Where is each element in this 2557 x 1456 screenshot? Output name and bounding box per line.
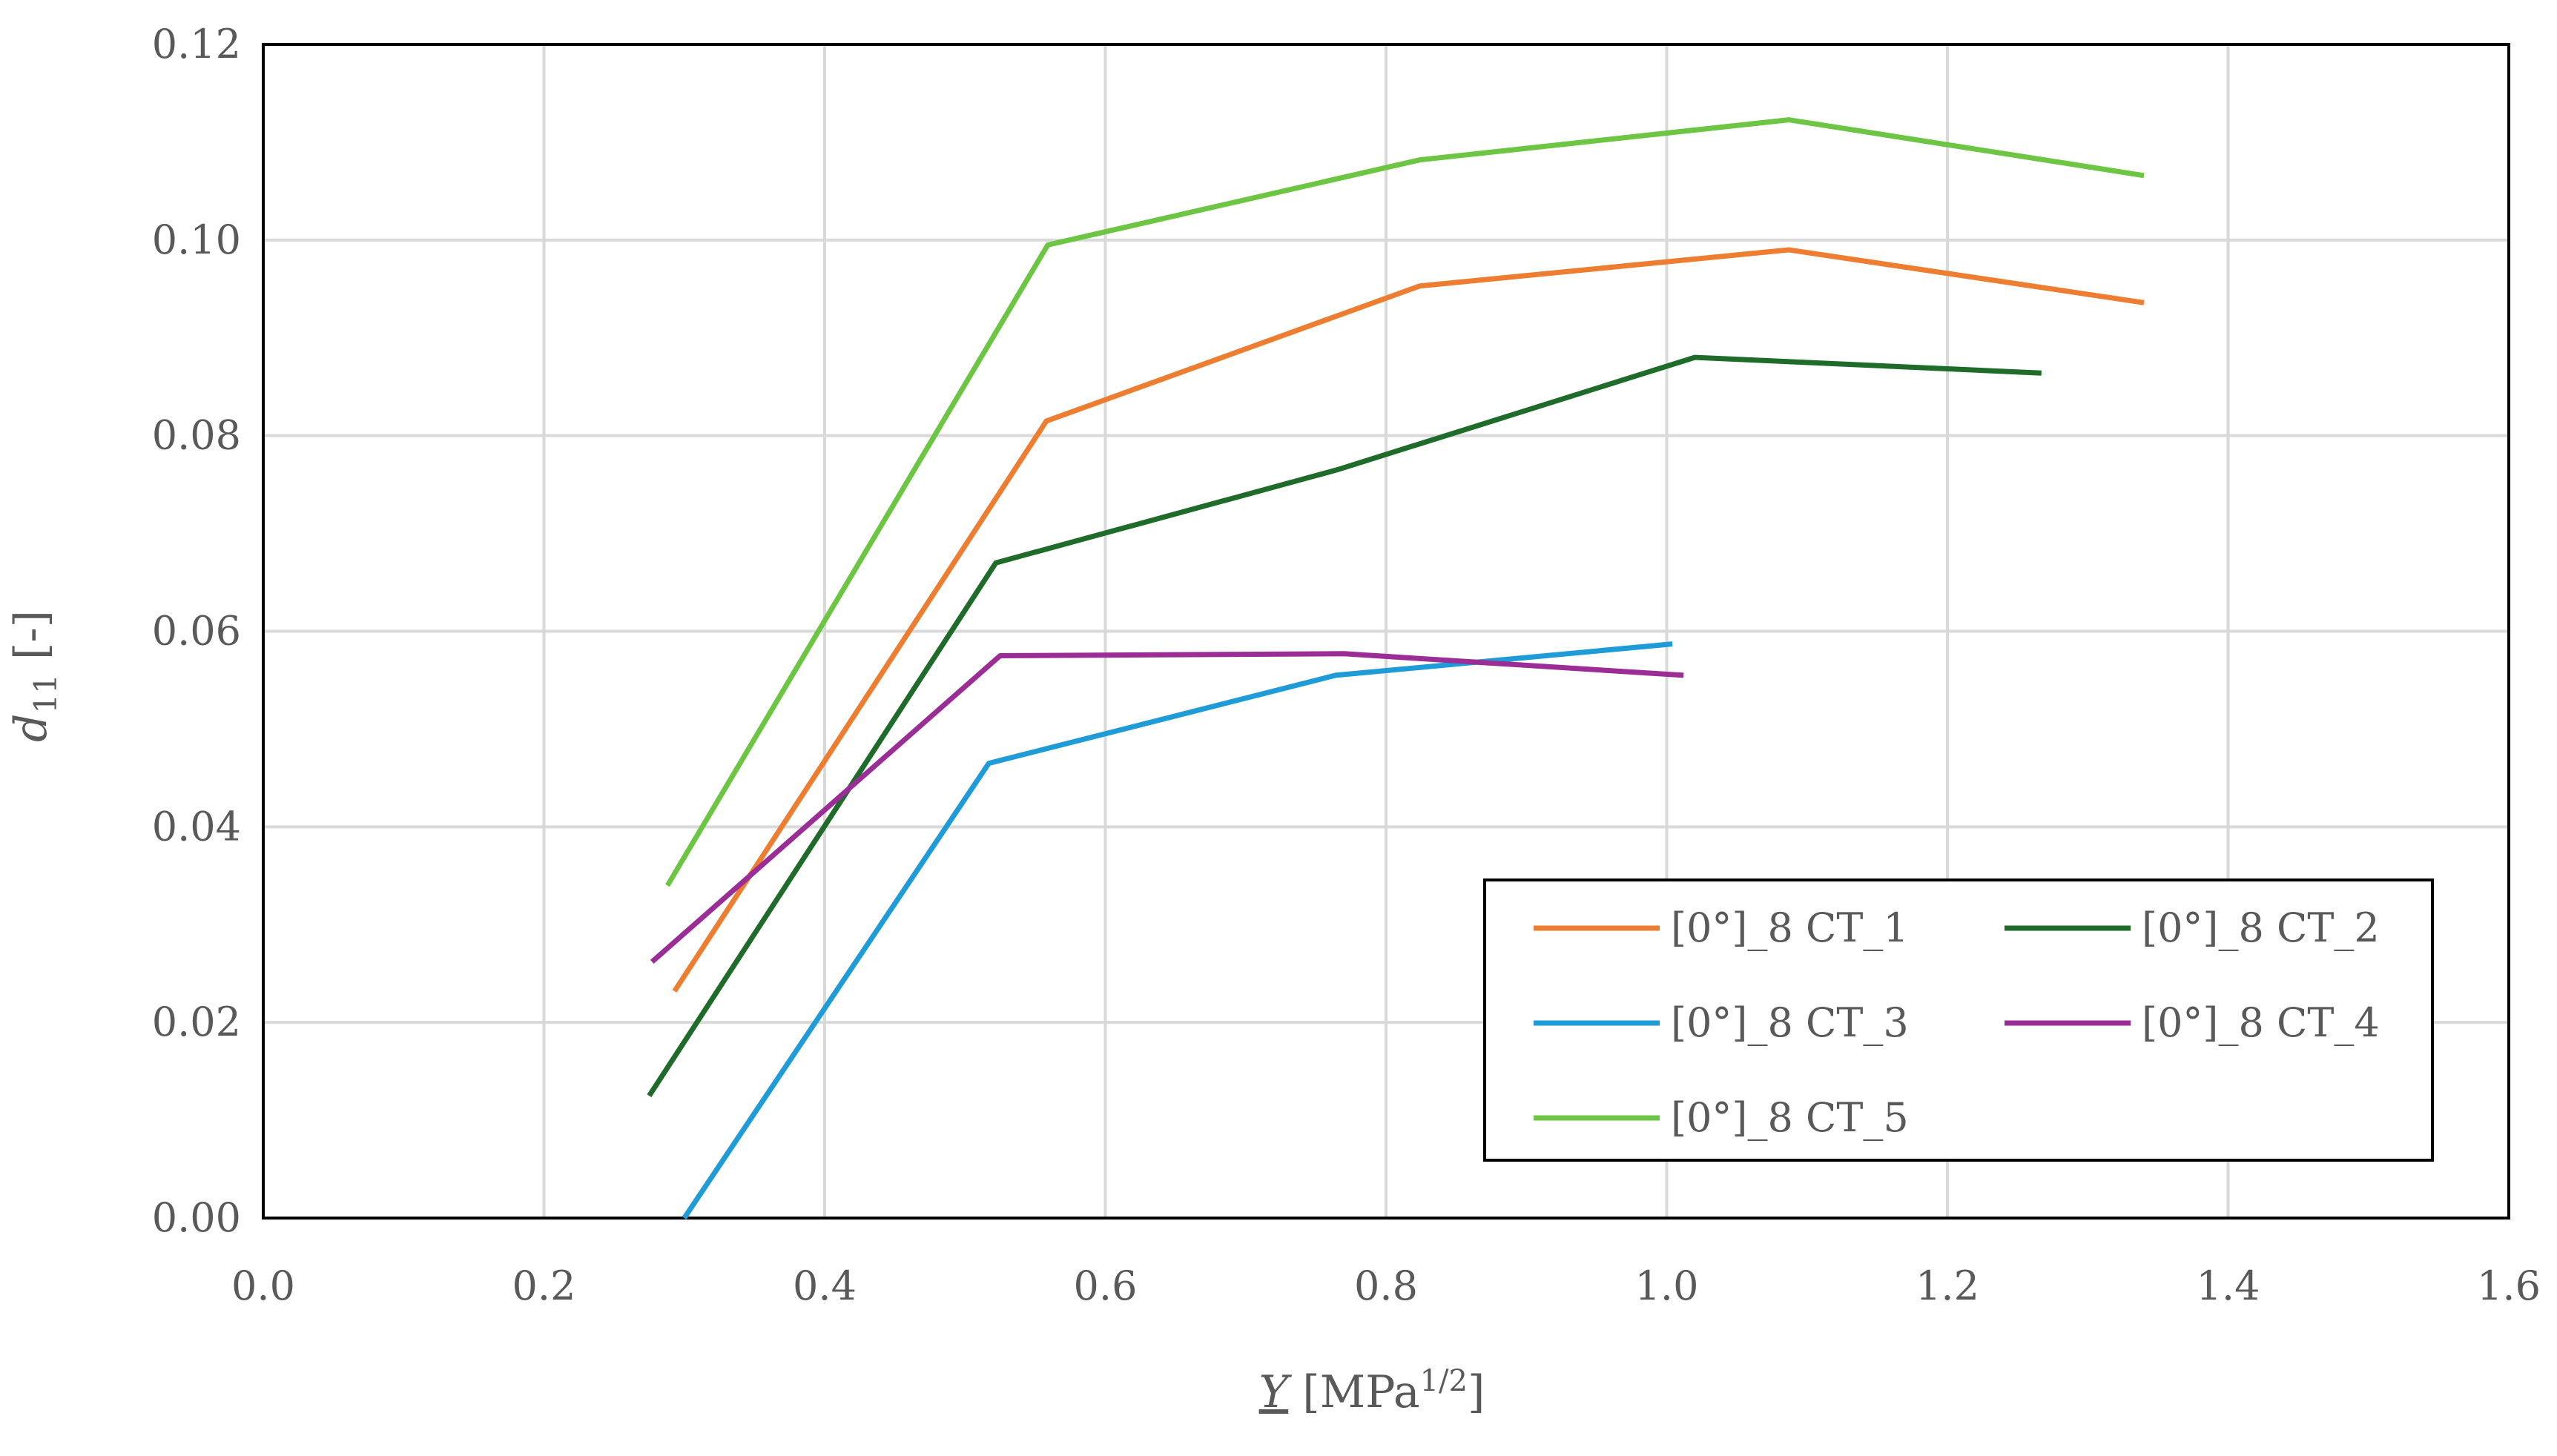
x-tick-label: 0.0 (231, 1263, 295, 1309)
x-axis-unit-prefix: [MPa (1302, 1366, 1419, 1418)
y-axis-symbol: d (5, 714, 57, 742)
legend-label: [0°]_8 CT_5 (1671, 1094, 1909, 1141)
y-tick-label: 0.12 (152, 21, 241, 67)
x-tick-label: 1.6 (2477, 1263, 2541, 1309)
x-axis-unit-suffix: ] (1468, 1366, 1485, 1418)
y-tick-label: 0.06 (152, 608, 241, 655)
series-line (672, 247, 2145, 993)
legend-label: [0°]_8 CT_1 (1671, 904, 1909, 951)
y-axis-subscript: 11 (27, 674, 64, 713)
y-tick-label: 0.00 (152, 1194, 241, 1241)
y-axis-unit: [-] (5, 610, 57, 660)
series-lines (647, 117, 2145, 1220)
x-tick-label: 0.8 (1354, 1263, 1418, 1309)
series-line (664, 117, 2145, 887)
series-line (682, 641, 1673, 1220)
x-tick-label: 1.0 (1635, 1263, 1699, 1309)
legend: [0°]_8 CT_1 [0°]_8 CT_2 [0°]_8 CT_3 [0°]_8 … (1483, 878, 2434, 1162)
tick-labels: 0.0 0.2 0.4 0.6 0.8 1.0 1.2 1.4 1.6 0.00 0.02 0.04 0… (152, 21, 2541, 1309)
x-axis-title: Y [MPa1/2] (1259, 1364, 1485, 1418)
series-line (650, 651, 1684, 964)
x-tick-label: 1.2 (1916, 1263, 1979, 1309)
legend-label: [0°]_8 CT_3 (1671, 999, 1909, 1046)
plot-area-frame (262, 43, 2510, 1220)
y-tick-label: 0.04 (152, 803, 241, 850)
series-line (647, 354, 2042, 1098)
x-tick-label: 0.6 (1074, 1263, 1138, 1309)
legend-label: [0°]_8 CT_2 (2142, 904, 2380, 951)
y-tick-label: 0.02 (152, 999, 241, 1045)
y-tick-label: 0.10 (152, 216, 241, 263)
y-tick-label: 0.08 (152, 412, 241, 459)
x-axis-unit-exponent: 1/2 (1420, 1364, 1468, 1398)
legend-label: [0°]_8 CT_4 (2142, 999, 2380, 1046)
x-axis-symbol: Y (1259, 1366, 1293, 1418)
y-axis-title: d11 [-] (5, 610, 64, 742)
legend-items: [0°]_8 CT_1 [0°]_8 CT_2 [0°]_8 CT_3 [0°]_8 … (1534, 904, 2380, 1141)
x-tick-label: 0.4 (793, 1263, 857, 1309)
x-tick-label: 0.2 (512, 1263, 576, 1309)
gridlines (263, 44, 2509, 1218)
x-tick-label: 1.4 (2197, 1263, 2260, 1309)
